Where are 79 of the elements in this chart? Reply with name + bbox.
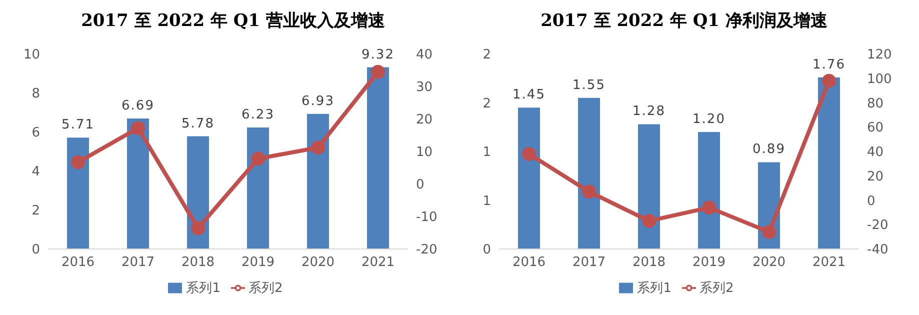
point	[702, 200, 716, 215]
point	[642, 214, 656, 228]
x-tick-label: 2020	[752, 255, 786, 270]
y2-tick-label: -40	[867, 242, 888, 258]
y-tick-label: 2	[32, 204, 40, 219]
y-tick-label: 4	[32, 164, 40, 180]
x-tick-label: 2018	[632, 255, 666, 270]
chart-title: 2017 至 2022 年 Q1 净利润及增速	[540, 10, 828, 33]
y2-tick-label: 0	[416, 178, 424, 193]
point	[582, 184, 596, 199]
x-tick-label: 2019	[692, 255, 726, 270]
legend-label: 系列2	[248, 281, 283, 296]
y-tick-label: 2	[482, 96, 491, 112]
y-tick-label: 0	[32, 242, 40, 258]
bar	[247, 128, 269, 249]
data-label: 9.32	[362, 47, 394, 62]
point	[522, 146, 536, 161]
x-tick-label: 2018	[181, 255, 215, 270]
y2-tick-label: -20	[416, 242, 438, 258]
point	[311, 140, 325, 155]
bar	[638, 124, 660, 249]
x-tick-label: 2021	[361, 255, 395, 270]
data-label: 0.89	[752, 142, 786, 158]
x-tick-label: 2020	[301, 255, 335, 270]
y2-tick-label: 20	[416, 112, 433, 128]
y-tick-label: 8	[32, 86, 40, 102]
data-label: 6.93	[302, 94, 334, 109]
y-tick-label: 2	[482, 48, 491, 63]
data-label: 1.76	[812, 57, 846, 72]
bar	[698, 132, 720, 249]
data-label: 6.23	[242, 108, 274, 123]
y-tick-label: 1	[482, 145, 491, 160]
data-label: 1.20	[692, 112, 726, 127]
data-label: 5.71	[62, 118, 94, 133]
data-label: 6.69	[122, 98, 154, 114]
point	[371, 64, 385, 79]
x-tick-label: 2016	[512, 255, 546, 270]
data-label: 1.45	[512, 88, 546, 103]
legend-label: 系列1	[186, 281, 220, 296]
x-tick-label: 2017	[572, 255, 606, 270]
point	[71, 155, 85, 170]
x-tick-label: 2019	[241, 255, 275, 270]
bar	[307, 114, 329, 249]
y2-tick-label: 30	[416, 80, 433, 96]
y2-tick-label: 20	[867, 169, 884, 184]
x-tick-label: 2021	[812, 255, 846, 270]
bar	[67, 138, 89, 249]
bar	[578, 98, 600, 249]
bar	[367, 67, 389, 249]
bar	[518, 108, 540, 249]
y2-tick-label: -20	[867, 218, 888, 234]
data-label: 1.28	[632, 104, 666, 120]
y2-tick-label: 120	[867, 48, 892, 63]
bar	[818, 77, 840, 249]
y2-tick-label: 100	[867, 72, 892, 87]
y2-tick-label: 60	[867, 120, 884, 136]
legend-label: 系列1	[637, 281, 672, 296]
point	[191, 221, 205, 236]
point	[762, 224, 776, 239]
y-tick-label: 0	[482, 242, 491, 258]
chart-title: 2017 至 2022 年 Q1 营业收入及增速	[80, 10, 386, 33]
x-tick-label: 2016	[61, 255, 95, 270]
y2-tick-label: 40	[416, 48, 433, 63]
data-label: 5.78	[182, 116, 214, 132]
bar	[127, 118, 149, 249]
y2-tick-label: 10	[416, 145, 433, 160]
y2-tick-label: -10	[416, 210, 438, 226]
y-tick-label: 1	[482, 194, 491, 209]
data-label: 1.55	[572, 78, 606, 93]
y-tick-label: 10	[23, 48, 40, 63]
y2-tick-label: 40	[867, 145, 884, 160]
point	[131, 121, 145, 136]
y-tick-label: 6	[32, 126, 40, 141]
y2-tick-label: 0	[867, 194, 876, 209]
y2-tick-label: 80	[867, 96, 884, 112]
legend-label: 系列2	[700, 281, 734, 296]
point	[251, 152, 265, 166]
x-tick-label: 2017	[121, 255, 155, 270]
point	[822, 74, 836, 88]
